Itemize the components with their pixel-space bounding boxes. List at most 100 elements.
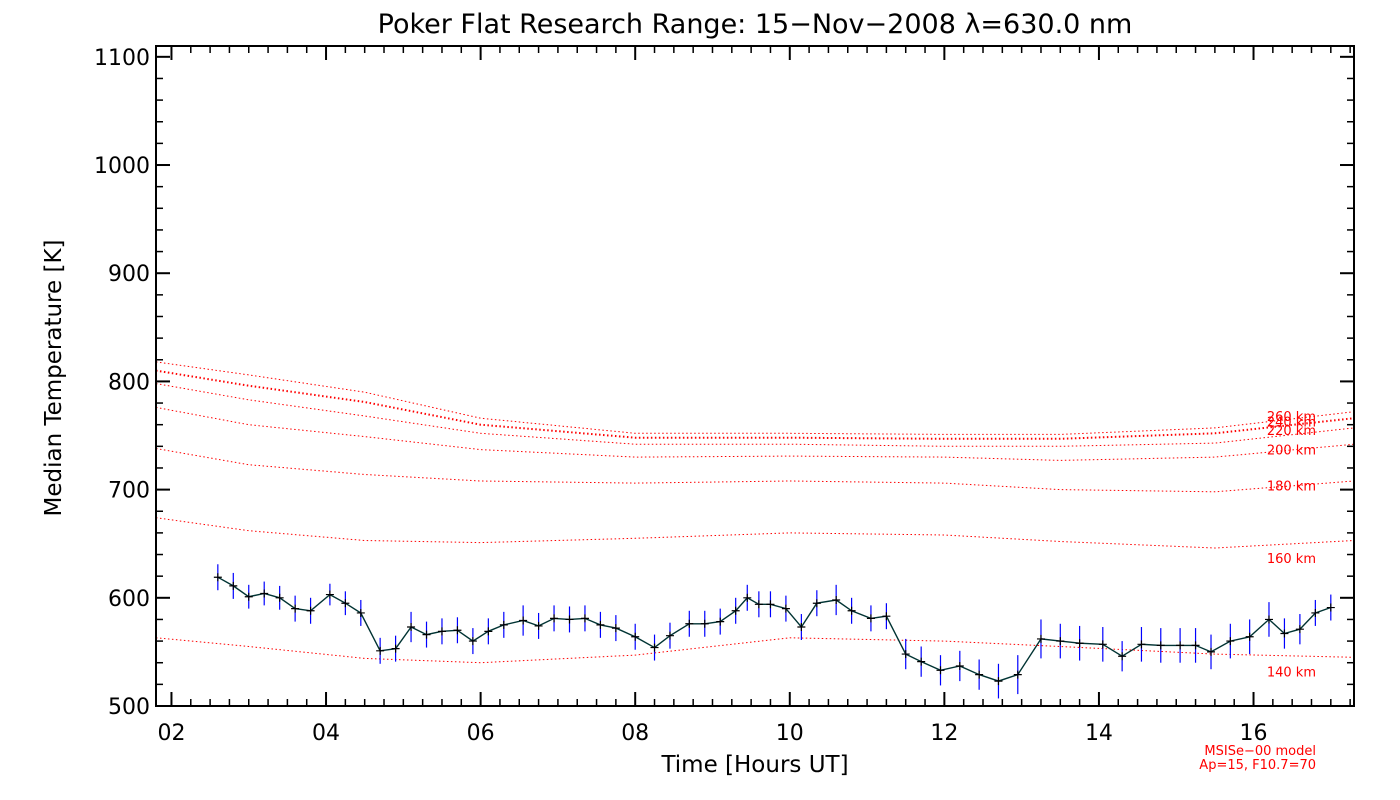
data-point: [275, 593, 284, 602]
data-point: [407, 623, 416, 632]
data-point: [685, 619, 694, 628]
data-point: [565, 615, 574, 624]
data-point: [213, 573, 222, 582]
data-point: [650, 643, 659, 652]
data-point: [1013, 670, 1022, 679]
data-point: [468, 637, 477, 646]
data-point: [376, 646, 385, 655]
model-line-240-km: [155, 369, 1355, 440]
data-point: [580, 614, 589, 623]
data-point: [1280, 629, 1289, 638]
model-line-180-km: [155, 448, 1355, 493]
x-tick-label: 12: [930, 721, 958, 746]
data-point: [700, 619, 709, 628]
data-point: [260, 589, 269, 598]
x-tick-label: 04: [312, 721, 340, 746]
data-point: [1264, 615, 1273, 624]
chart-title: Poker Flat Research Range: 15−Nov−2008 λ…: [378, 9, 1133, 40]
data-point: [955, 661, 964, 670]
data-point: [901, 650, 910, 659]
data-point: [550, 614, 559, 623]
data-point: [781, 604, 790, 613]
data-point: [716, 617, 725, 626]
data-point: [975, 670, 984, 679]
data-point: [229, 581, 238, 590]
data-point: [391, 644, 400, 653]
model-line-140-km: [155, 637, 1355, 664]
model-line-260-km: [155, 361, 1355, 435]
data-point: [1207, 647, 1216, 656]
data-point: [917, 657, 926, 666]
data-point: [484, 627, 493, 636]
y-axis-label: Median Temperature [K]: [41, 240, 67, 517]
data-point: [1098, 640, 1107, 649]
x-tick-label: 14: [1085, 721, 1113, 746]
data-point: [754, 600, 763, 609]
model-label-260-km: 260 km: [1267, 410, 1316, 425]
data-point: [882, 612, 891, 621]
x-tick-label: 16: [1240, 721, 1268, 746]
data-point: [631, 632, 640, 641]
data-point: [596, 620, 605, 629]
data-point: [534, 621, 543, 630]
data-point: [244, 592, 253, 601]
data-point: [291, 604, 300, 613]
x-tick-label: 10: [776, 721, 804, 746]
x-tick-label: 08: [621, 721, 649, 746]
model-line-220-km: [155, 383, 1355, 447]
y-tick-label: 700: [108, 479, 150, 504]
axes-group: 02 04 06 08 10 12 14 16 500 600 700 800 900 1000 1100: [94, 45, 1355, 746]
measured-series-group: [213, 564, 1335, 699]
data-point: [1056, 637, 1065, 646]
data-point: [1191, 641, 1200, 650]
data-point: [437, 627, 446, 636]
data-point: [847, 606, 856, 615]
data-point: [1118, 652, 1127, 661]
data-point: [422, 630, 431, 639]
data-point: [1326, 603, 1335, 612]
x-tick-label: 06: [467, 721, 495, 746]
data-point: [306, 606, 315, 615]
data-point: [1036, 634, 1045, 643]
data-point: [611, 624, 620, 633]
data-point: [356, 608, 365, 617]
data-point: [519, 616, 528, 625]
data-point: [499, 620, 508, 629]
model-note-line1: MSISe−00 model: [1204, 744, 1316, 759]
data-point: [665, 631, 674, 640]
y-tick-label: 900: [108, 262, 150, 287]
model-note-line2: Ap=15, F10.7=70: [1199, 758, 1316, 773]
model-lines-group: [155, 361, 1355, 664]
measured-temperature-line: [217, 576, 1332, 682]
data-point: [994, 677, 1003, 686]
data-point: [797, 623, 806, 632]
model-label-220-km: 220 km: [1267, 424, 1316, 439]
data-point: [936, 666, 945, 675]
data-point: [1176, 641, 1185, 650]
data-point: [731, 606, 740, 615]
data-point: [1156, 641, 1165, 650]
data-point: [832, 595, 841, 604]
data-point: [325, 590, 334, 599]
data-point: [1226, 637, 1235, 646]
model-label-240-km: 240 km: [1267, 416, 1316, 431]
plot-frame: [155, 45, 1355, 707]
data-point: [1075, 639, 1084, 648]
model-label-160-km: 160 km: [1267, 552, 1316, 567]
y-tick-label: 1000: [94, 154, 150, 179]
data-point: [866, 614, 875, 623]
y-tick-label: 600: [108, 587, 150, 612]
data-point: [743, 593, 752, 602]
model-label-180-km: 180 km: [1267, 479, 1316, 494]
data-point: [1245, 632, 1254, 641]
y-tick-label: 500: [108, 695, 150, 720]
model-label-140-km: 140 km: [1267, 665, 1316, 680]
data-point: [453, 626, 462, 635]
y-tick-label: 1100: [94, 46, 150, 71]
data-point: [766, 600, 775, 609]
y-tick-label: 800: [108, 370, 150, 395]
data-point: [1137, 640, 1146, 649]
model-line-200-km: [155, 406, 1355, 461]
